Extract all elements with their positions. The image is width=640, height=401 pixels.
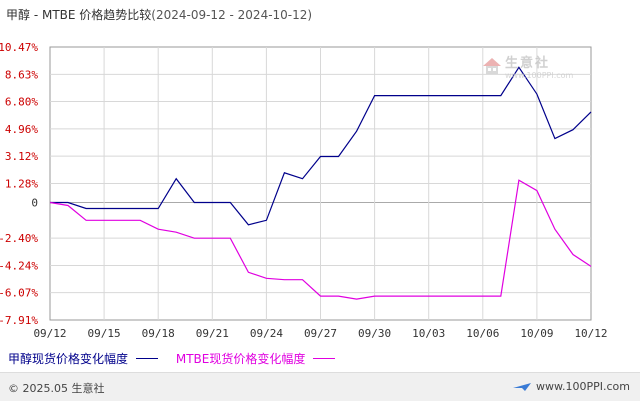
y-tick-label: 1.28% <box>5 178 38 191</box>
house-logo-icon <box>483 58 501 74</box>
y-tick-label: 4.96% <box>5 123 38 136</box>
y-tick-label: -4.24% <box>0 259 38 272</box>
y-tick-label: -2.40% <box>0 232 38 245</box>
methanol-series-line <box>50 66 592 226</box>
x-tick-label: 10/06 <box>466 327 499 340</box>
y-tick-label: -7.91% <box>0 314 38 327</box>
mtbe-series-line <box>49 179 592 300</box>
x-tick-label: 09/12 <box>33 327 66 340</box>
legend-swatch-methanol <box>136 358 159 359</box>
y-tick-label: 6.80% <box>5 96 38 109</box>
x-tick-label: 09/27 <box>304 327 337 340</box>
footer-copyright: © 2025.05 生意社 <box>8 382 105 395</box>
y-tick-label: 0 <box>31 197 38 210</box>
x-tick-label: 09/21 <box>196 327 229 340</box>
chart-title-prefix: 甲醇 - MTBE 价格趋势比较 <box>6 8 152 22</box>
x-tick-label: 10/12 <box>574 327 607 340</box>
y-tick-label: 8.63% <box>5 68 38 81</box>
x-tick-label: 10/09 <box>520 327 553 340</box>
watermark: 生意社 www.100PPI.com <box>482 52 573 80</box>
price-trend-chart: 10.47% 8.63% 6.80% 4.96% 3.12% 1.28% 0 -2.40% -4… <box>0 41 608 340</box>
legend-item-mtbe: MTBE现货价格变化幅度 <box>176 350 336 367</box>
watermark-url: www.100PPI.com <box>505 71 574 80</box>
legend-swatch-mtbe <box>313 358 336 359</box>
chart-title: 甲醇 - MTBE 价格趋势比较(2024-09-12 - 2024-10-12… <box>6 6 312 23</box>
x-tick-label: 09/30 <box>358 327 391 340</box>
footer-site-text: www.100PPI.com <box>536 380 630 393</box>
legend-label-mtbe: MTBE现货价格变化幅度 <box>175 352 306 366</box>
footer: © 2025.05 生意社 www.100PPI.com <box>0 372 640 401</box>
legend-item-methanol: 甲醇现货价格变化幅度 <box>8 350 159 367</box>
x-tick-label: 10/03 <box>412 327 445 340</box>
x-tick-label: 09/24 <box>250 327 283 340</box>
y-tick-label: 3.12% <box>5 150 38 163</box>
y-tick-label: 10.47% <box>0 41 38 54</box>
y-tick-label: -6.07% <box>0 287 38 300</box>
x-tick-label: 09/15 <box>88 327 121 340</box>
plane-icon <box>513 382 532 391</box>
x-tick-label: 09/18 <box>142 327 175 340</box>
chart-legend: 甲醇现货价格变化幅度 MTBE现货价格变化幅度 <box>8 350 349 367</box>
chart-title-range: (2024-09-12 - 2024-10-12) <box>151 8 313 22</box>
watermark-brand: 生意社 <box>505 56 551 71</box>
footer-site-link[interactable]: www.100PPI.com <box>512 380 630 393</box>
legend-label-methanol: 甲醇现货价格变化幅度 <box>8 352 129 366</box>
